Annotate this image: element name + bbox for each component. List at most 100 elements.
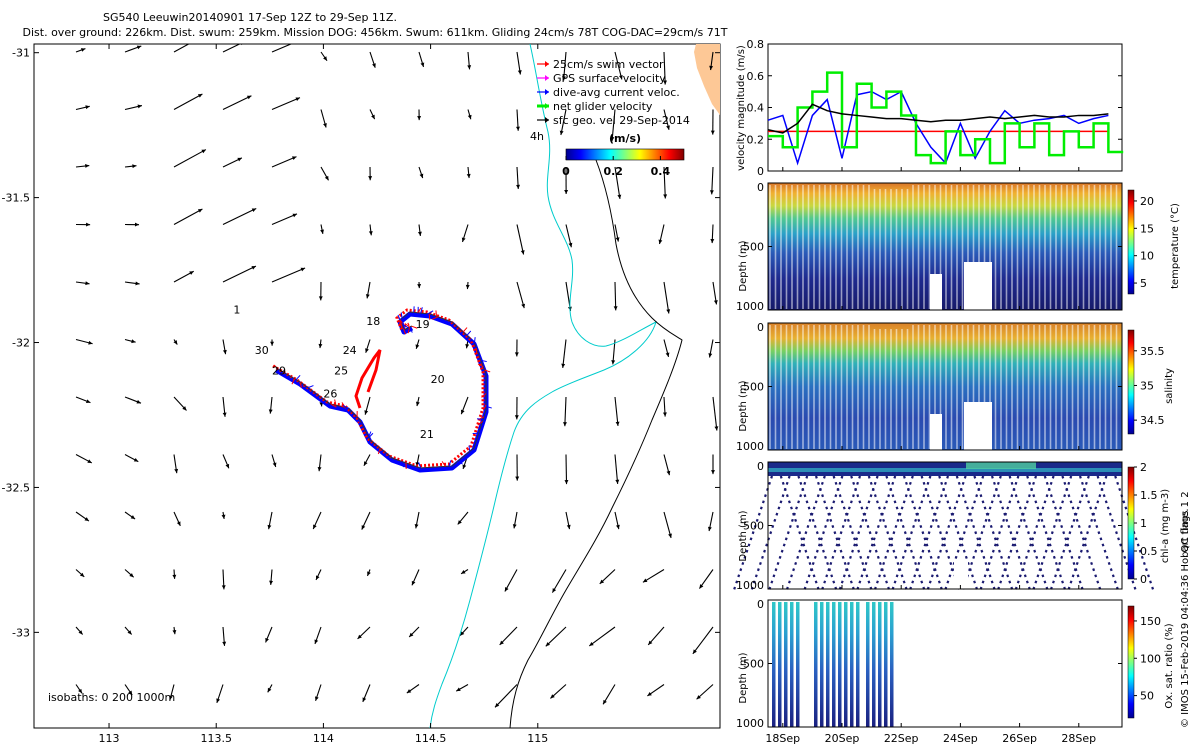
- temperature-field: [768, 183, 1122, 310]
- track-vector: [377, 448, 381, 455]
- current-arrow: [663, 454, 671, 476]
- chla-field: [768, 462, 1122, 589]
- oxygen-profile: [856, 602, 860, 727]
- track-vector: [400, 312, 403, 319]
- track-vector: [407, 327, 411, 334]
- track-vector: [368, 431, 372, 438]
- current-arrow: [369, 109, 376, 120]
- oxygen-colorbar-label: Ox. sat. ratio (%): [1164, 623, 1175, 708]
- chla-profile: [955, 475, 997, 594]
- velocity-ytick-label: 0.6: [747, 70, 765, 83]
- current-arrow: [173, 339, 178, 345]
- depth-tick-label: 500: [743, 381, 764, 394]
- current-arrow: [545, 626, 567, 647]
- map-frame: [33, 43, 721, 729]
- track-vector: [334, 399, 337, 406]
- chla-profile: [767, 475, 809, 594]
- day-label: 29: [272, 364, 286, 377]
- current-arrow: [692, 626, 714, 655]
- current-arrow: [320, 166, 330, 181]
- current-arrow: [698, 569, 714, 589]
- footer-label: © IMOS 15-Feb-2019 04:04:36 Hobart time.: [1180, 508, 1191, 728]
- data-gap: [964, 402, 992, 450]
- track-vector: [330, 403, 337, 408]
- legend-label: 25cm/s swim vector: [553, 58, 664, 71]
- colorbar-tick-label: 34.5: [1140, 414, 1165, 427]
- colorbar-tick-label: 150: [1140, 615, 1161, 628]
- chla-profile: [920, 475, 962, 594]
- depth-tick-label: 500: [743, 658, 764, 671]
- current-arrow: [494, 684, 518, 708]
- map-xtick-label: 113: [99, 732, 120, 745]
- colorbar-tick-label: 0.2: [603, 165, 623, 178]
- track-vector: [481, 393, 487, 398]
- chla-profile: [990, 475, 1033, 594]
- legend-item: GPS surface velocity: [537, 72, 666, 85]
- current-arrow: [663, 339, 670, 358]
- chla-profile: [1013, 475, 1055, 594]
- chla-profile: [1026, 475, 1068, 594]
- oxygen-profile: [778, 602, 782, 727]
- current-arrow: [124, 164, 137, 169]
- current-arrow: [461, 224, 469, 243]
- velocity-series-sfc-geo: [767, 103, 1109, 134]
- chla-profile: [938, 475, 980, 594]
- current-arrow: [75, 222, 91, 227]
- current-arrow: [588, 626, 616, 647]
- salinity-colorbar: [1127, 329, 1135, 435]
- chla-profile: [1096, 475, 1138, 594]
- current-arrow: [267, 511, 273, 530]
- current-arrow: [271, 97, 301, 111]
- track-vector: [368, 432, 374, 438]
- chla-profile: [872, 475, 914, 594]
- current-arrow: [642, 569, 665, 583]
- legend-item: dive-avg current veloc.: [537, 86, 680, 99]
- current-arrow: [268, 396, 273, 414]
- legend-item: 25cm/s swim vector: [537, 58, 664, 71]
- current-arrow: [550, 684, 567, 699]
- chla-profile: [814, 475, 857, 594]
- track-vector: [477, 421, 483, 426]
- current-arrow: [611, 339, 616, 365]
- oxygen-profile: [866, 602, 870, 727]
- chla-colorbar-label: chl-a (mg m-3): [1160, 489, 1171, 563]
- current-arrow: [222, 265, 257, 283]
- current-arrow: [173, 149, 207, 168]
- current-arrow: [222, 396, 227, 417]
- chla-panel: 0 500 1000 Depth (m) 0 0.5 1 1.5 2 chl-a (mg m…: [731, 460, 1171, 594]
- isobath-200m: [429, 44, 657, 728]
- colorbar-tick-label: 0.5: [1140, 545, 1158, 558]
- current-arrow: [357, 626, 371, 640]
- colorbar-tick-label: 35: [1140, 379, 1154, 392]
- velocity-series-net-glider: [768, 71, 1124, 165]
- current-arrow: [457, 511, 469, 525]
- current-arrow: [267, 684, 273, 693]
- salinity-field: [768, 323, 1122, 450]
- track-vector: [473, 337, 476, 344]
- temperature-colorbar-label: temperature (°C): [1170, 203, 1181, 289]
- track-vector: [477, 363, 484, 368]
- isobath-label: isobaths: 0 200 1000m: [48, 691, 175, 704]
- map-xtick-label: 114.5: [415, 732, 447, 745]
- chla-profile: [837, 475, 879, 594]
- salinity-panel: 0 500 1000 Depth (m) 34.5 35 35.5 salinity: [736, 321, 1175, 453]
- map-ytick-label: -32.5: [2, 481, 30, 494]
- current-arrow: [368, 224, 373, 236]
- colorbar-tick-label: 1.5: [1140, 489, 1158, 502]
- legend-item: net glider velocity: [537, 100, 653, 113]
- track-vector: [441, 461, 446, 467]
- day-label: 26: [323, 388, 337, 401]
- date-tick-label: 24Sep: [943, 732, 978, 745]
- map-content: 1 18 19 30 24 25 29 20 26 21: [75, 44, 720, 728]
- current-arrow: [460, 569, 469, 575]
- current-arrow: [696, 684, 714, 700]
- current-arrow: [75, 164, 90, 168]
- current-arrow: [364, 396, 371, 415]
- day-label: 1: [233, 304, 240, 317]
- map-axes: 113 113.5 114 114.5 115 -31 -31.5 -32 -32.5 -33: [2, 44, 720, 745]
- current-arrow: [222, 157, 243, 168]
- oxygen-profile: [790, 602, 794, 727]
- colorbar-tick-label: 10: [1140, 250, 1154, 263]
- chla-profile: [784, 475, 826, 594]
- map-ytick-label: -31.5: [2, 192, 30, 205]
